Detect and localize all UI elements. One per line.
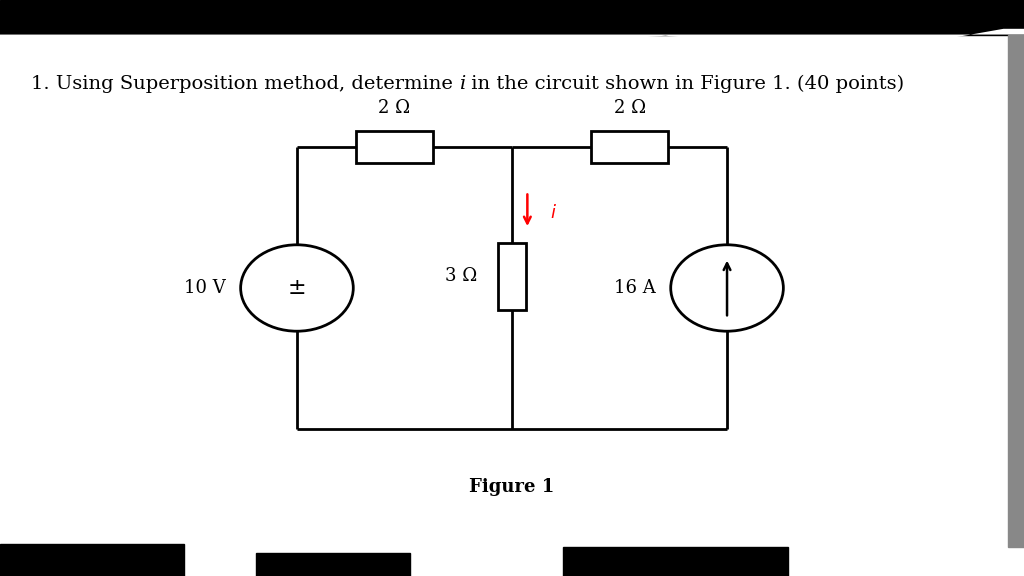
Bar	[0, 544, 184, 576]
Text: 1. Using Superposition method, determine: 1. Using Superposition method, determine	[31, 74, 459, 93]
Text: 2 Ω: 2 Ω	[613, 98, 646, 116]
Text: 2 Ω: 2 Ω	[378, 98, 411, 116]
Text: 10 V: 10 V	[183, 279, 225, 297]
Text: in the circuit shown in Figure 1. (40 points): in the circuit shown in Figure 1. (40 po…	[465, 74, 904, 93]
Bar	[0, 0, 1024, 35]
Text: ±: ±	[288, 277, 306, 299]
Text: $i$: $i$	[550, 204, 557, 222]
Bar	[498, 243, 526, 310]
Text: i: i	[459, 74, 465, 93]
Text: Figure 1: Figure 1	[469, 478, 555, 496]
Bar	[1008, 35, 1024, 547]
Ellipse shape	[671, 245, 783, 331]
Bar	[592, 131, 668, 162]
Ellipse shape	[241, 245, 353, 331]
Bar	[256, 553, 410, 576]
Bar	[563, 547, 788, 576]
Polygon shape	[0, 29, 1024, 52]
Text: 3 Ω: 3 Ω	[445, 267, 477, 286]
Bar	[356, 131, 433, 162]
Text: 16 A: 16 A	[613, 279, 655, 297]
